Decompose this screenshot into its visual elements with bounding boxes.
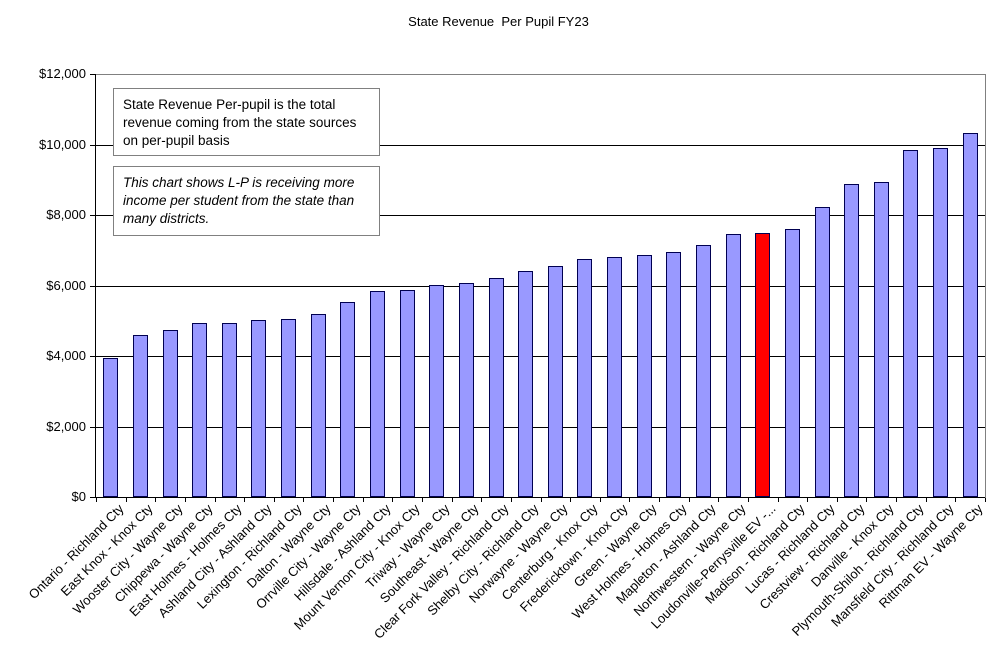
- x-axis-line: [95, 497, 985, 498]
- annotation-box-insight: This chart shows L-P is receiving more i…: [113, 166, 380, 236]
- bar: [518, 271, 534, 497]
- x-axis-tick: [659, 498, 661, 502]
- y-axis-tick-label: $4,000: [46, 348, 86, 363]
- x-axis-tick: [333, 498, 335, 502]
- x-axis-tick: [836, 498, 838, 502]
- x-axis-tick: [955, 498, 957, 502]
- y-axis-tick: [90, 215, 95, 216]
- x-axis-tick: [629, 498, 631, 502]
- annotation-box-definition: State Revenue Per-pupil is the total rev…: [113, 88, 380, 156]
- y-axis-tick: [90, 74, 95, 75]
- x-axis-tick: [362, 498, 364, 502]
- bar: [903, 150, 919, 497]
- x-axis-tick: [451, 498, 453, 502]
- gridline: [96, 215, 985, 216]
- x-axis-tick: [273, 498, 275, 502]
- x-axis-tick: [303, 498, 305, 502]
- gridline: [96, 285, 985, 287]
- gridline: [96, 356, 985, 357]
- y-axis-tick-label: $2,000: [46, 418, 86, 434]
- bar: [636, 255, 652, 497]
- x-axis-tick: [925, 498, 927, 502]
- bar: [162, 330, 178, 497]
- annotation-text: This chart shows L-P is receiving more i…: [123, 175, 355, 226]
- bar: [607, 257, 623, 497]
- bar: [281, 319, 297, 497]
- bar: [103, 358, 119, 497]
- bar: [251, 320, 267, 497]
- bar: [458, 283, 474, 497]
- bar: [666, 252, 682, 497]
- x-axis-tick: [540, 498, 542, 502]
- y-axis-tick: [90, 285, 95, 287]
- x-axis-tick: [214, 498, 216, 502]
- bar: [695, 245, 711, 497]
- x-axis-tick: [807, 498, 809, 502]
- bar: [725, 234, 741, 497]
- annotation-text: State Revenue Per-pupil is the total rev…: [123, 97, 357, 148]
- x-axis-tick: [392, 498, 394, 502]
- y-axis-line: [95, 74, 96, 498]
- chart-title: State Revenue Per Pupil FY23: [408, 14, 589, 29]
- y-axis-tick-label: $6,000: [46, 277, 86, 293]
- bar: [370, 291, 386, 497]
- bar: [933, 148, 949, 497]
- bar: [340, 302, 356, 497]
- gridline: [96, 144, 985, 146]
- y-axis-tick: [90, 356, 95, 357]
- x-axis-tick: [985, 498, 986, 502]
- bar: [814, 207, 830, 497]
- y-axis-tick-label: $8,000: [46, 207, 86, 222]
- bar: [399, 290, 415, 497]
- x-axis-tick: [481, 498, 483, 502]
- bar: [192, 323, 208, 497]
- bar: [547, 266, 563, 497]
- bar-highlighted: [755, 233, 771, 497]
- y-axis-tick: [90, 144, 95, 146]
- y-axis-tick-label: $10,000: [39, 136, 86, 152]
- y-axis-tick-label: $0: [71, 489, 86, 504]
- x-axis-tick: [155, 498, 157, 502]
- y-axis-tick: [90, 497, 95, 498]
- bar: [962, 133, 978, 497]
- x-axis-tick: [510, 498, 512, 502]
- x-axis-tick: [747, 498, 749, 502]
- x-axis-tick: [866, 498, 868, 502]
- x-axis-tick: [599, 498, 601, 502]
- gridline: [96, 426, 985, 428]
- bar: [784, 229, 800, 497]
- x-axis-tick: [718, 498, 720, 502]
- bar: [132, 335, 148, 497]
- y-axis-tick-label: $12,000: [39, 66, 86, 81]
- bar: [429, 285, 445, 497]
- x-axis-tick: [570, 498, 572, 502]
- x-axis-tick: [96, 498, 97, 502]
- bar: [873, 182, 889, 497]
- bar: [577, 259, 593, 497]
- x-axis-tick: [896, 498, 898, 502]
- bar: [844, 184, 860, 497]
- bar: [221, 323, 237, 497]
- bar: [488, 278, 504, 497]
- bar: [310, 314, 326, 497]
- x-axis-tick: [777, 498, 779, 502]
- y-axis-tick: [90, 426, 95, 428]
- x-axis-tick: [688, 498, 690, 502]
- x-axis-tick: [184, 498, 186, 502]
- x-axis-tick: [244, 498, 246, 502]
- x-axis-tick: [125, 498, 127, 502]
- x-axis-tick: [421, 498, 423, 502]
